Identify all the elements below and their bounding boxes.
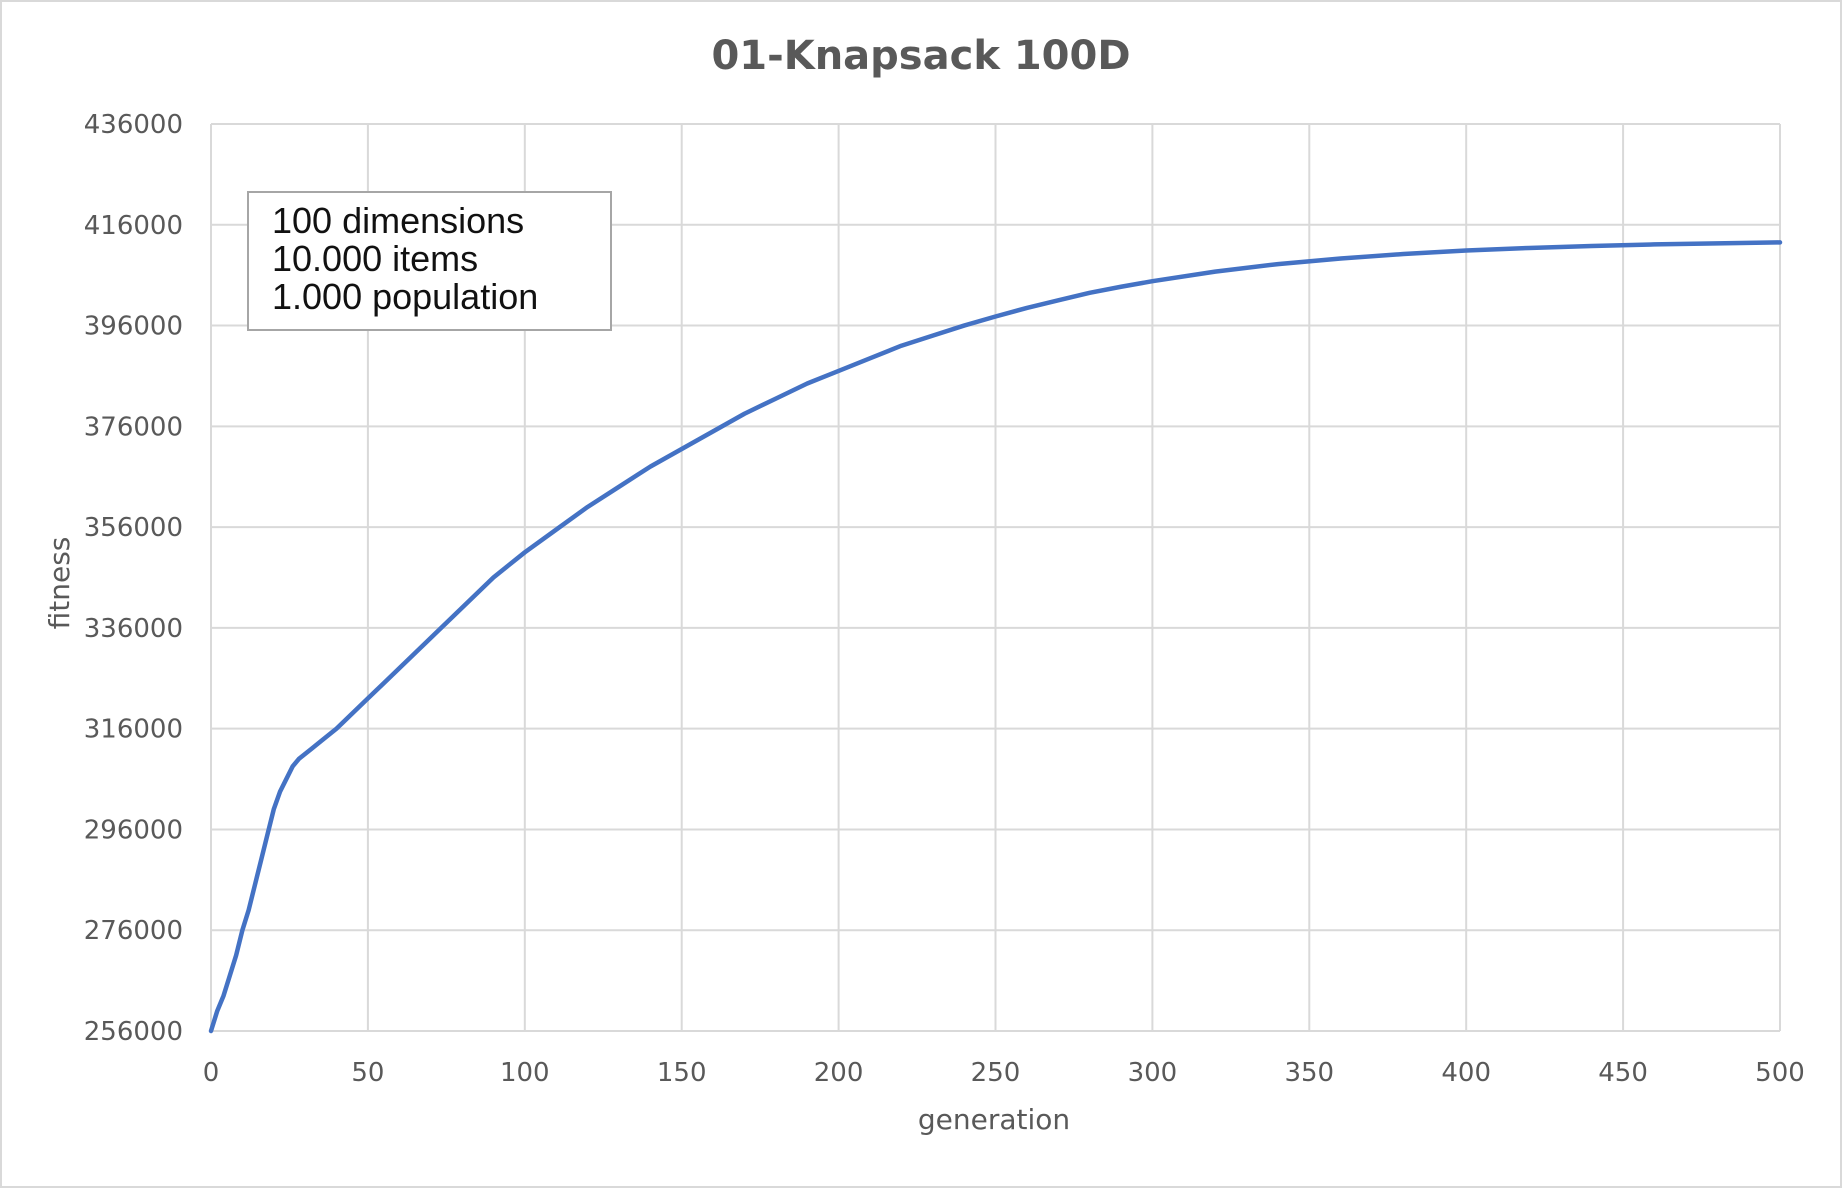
x-tick-label: 300 (1128, 1058, 1178, 1088)
y-axis-title: fitness (43, 537, 76, 630)
y-tick-label: 316000 (84, 715, 183, 745)
y-tick-label: 376000 (84, 412, 183, 442)
fitness-series-line (208, 240, 1783, 1034)
x-tick-label: 400 (1441, 1058, 1491, 1088)
x-tick-label: 50 (351, 1058, 384, 1088)
y-tick-label: 296000 (84, 815, 183, 845)
tick-labels: 256000 276000 296000 316000 336000 356000 3760… (84, 110, 1805, 1088)
x-tick-label: 200 (814, 1058, 864, 1088)
chart-title: 01-Knapsack 100D (711, 33, 1130, 79)
y-tick-label: 356000 (84, 513, 183, 543)
y-tick-label: 336000 (84, 614, 183, 644)
y-tick-label: 436000 (84, 110, 183, 140)
x-tick-label: 0 (203, 1058, 220, 1088)
y-tick-label: 396000 (84, 312, 183, 342)
x-tick-label: 250 (971, 1058, 1021, 1088)
x-axis-title: generation (918, 1103, 1070, 1136)
annotation-line: 1.000 population (272, 276, 538, 317)
y-tick-label: 276000 (84, 916, 183, 946)
x-tick-label: 150 (657, 1058, 707, 1088)
annotation-line: 10.000 items (272, 238, 478, 279)
annotation-line: 100 dimensions (272, 200, 524, 241)
x-tick-label: 100 (500, 1058, 550, 1088)
y-tick-label: 256000 (84, 1017, 183, 1047)
annotation-frame (247, 191, 612, 331)
annotation-box: 100 dimensions 10.000 items 1.000 popula… (247, 191, 612, 331)
x-tick-label: 500 (1755, 1058, 1805, 1088)
x-tick-label: 350 (1284, 1058, 1334, 1088)
y-tick-label: 416000 (84, 211, 183, 241)
x-tick-label: 450 (1598, 1058, 1648, 1088)
